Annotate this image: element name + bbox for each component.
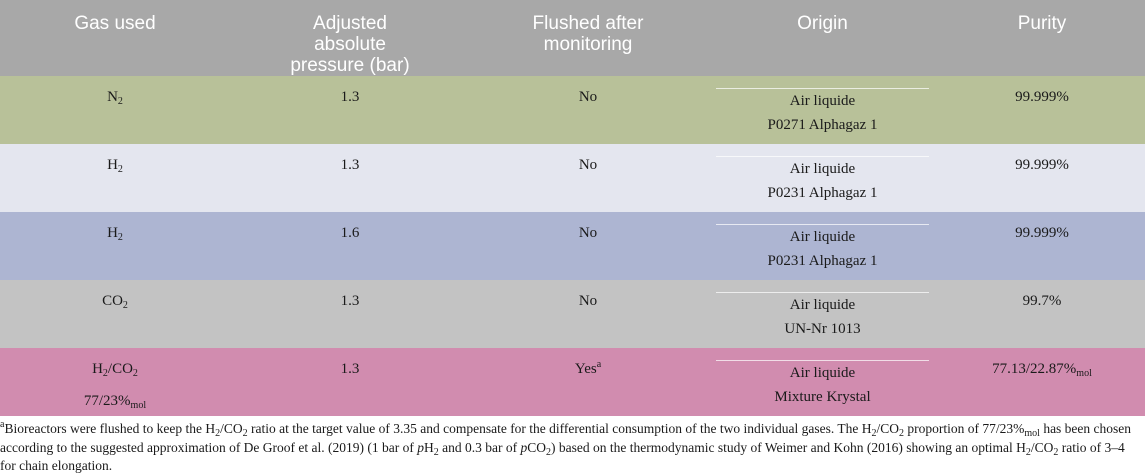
cell-pressure: 1.3 — [230, 348, 470, 416]
origin-supplier: Air liquide — [789, 229, 856, 245]
origin-supplier: Air liquide — [789, 297, 856, 313]
footnote-marker: a — [596, 359, 602, 370]
cell-flushed: No — [470, 76, 706, 144]
origin-product: P0271 Alphagaz 1 — [767, 117, 878, 133]
cell-origin: Air liquide P0231 Alphagaz 1 — [706, 212, 939, 280]
cell-origin: Air liquide Mixture Krystal — [706, 348, 939, 416]
header-gas-used: Gas used — [0, 0, 230, 76]
origin-supplier: Air liquide — [789, 93, 856, 109]
cell-flushed: No — [470, 144, 706, 212]
origin-product: Mixture Krystal — [774, 389, 871, 405]
origin-product: P0231 Alphagaz 1 — [767, 253, 878, 269]
cell-origin: Air liquide P0231 Alphagaz 1 — [706, 144, 939, 212]
origin-supplier: Air liquide — [789, 161, 856, 177]
table-row-co2: CO2 1.3 No Air liquide UN-Nr 1013 99.7% — [0, 280, 1145, 348]
cell-purity: 77.13/22.87%mol — [939, 348, 1145, 416]
header-flushed: Flushed after monitoring — [470, 0, 706, 76]
header-purity: Purity — [939, 0, 1145, 76]
origin-product: UN-Nr 1013 — [784, 321, 861, 337]
cell-pressure: 1.3 — [230, 76, 470, 144]
cell-purity: 99.7% — [939, 280, 1145, 348]
cell-origin: Air liquide UN-Nr 1013 — [706, 280, 939, 348]
cell-flushed: Yesa — [470, 348, 706, 416]
cell-gas: H2 — [0, 144, 230, 212]
table-header: Gas used Adjusted absolute pressure (bar… — [0, 0, 1145, 76]
header-origin: Origin — [706, 0, 939, 76]
cell-purity: 99.999% — [939, 212, 1145, 280]
cell-purity: 99.999% — [939, 144, 1145, 212]
origin-supplier: Air liquide — [789, 365, 856, 381]
cell-origin: Air liquide P0271 Alphagaz 1 — [706, 76, 939, 144]
gas-table: Gas used Adjusted absolute pressure (bar… — [0, 0, 1145, 416]
table-footnote: aBioreactors were flushed to keep the H2… — [0, 419, 1132, 474]
table-row-n2: N2 1.3 No Air liquide P0271 Alphagaz 1 9… — [0, 76, 1145, 144]
table-row-h2-co2-mix: H2/CO2 77/23%mol 1.3 Yesa Air liquide Mi… — [0, 348, 1145, 416]
cell-gas: N2 — [0, 76, 230, 144]
cell-gas: H2 — [0, 212, 230, 280]
cell-gas: H2/CO2 77/23%mol — [0, 348, 230, 416]
cell-flushed: No — [470, 212, 706, 280]
origin-product: P0231 Alphagaz 1 — [767, 185, 878, 201]
table-row-h2-1-6: H2 1.6 No Air liquide P0231 Alphagaz 1 9… — [0, 212, 1145, 280]
table-row-h2-1-3: H2 1.3 No Air liquide P0231 Alphagaz 1 9… — [0, 144, 1145, 212]
cell-pressure: 1.3 — [230, 280, 470, 348]
cell-flushed: No — [470, 280, 706, 348]
cell-pressure: 1.6 — [230, 212, 470, 280]
header-pressure: Adjusted absolute pressure (bar) — [230, 0, 470, 76]
cell-purity: 99.999% — [939, 76, 1145, 144]
cell-gas: CO2 — [0, 280, 230, 348]
cell-pressure: 1.3 — [230, 144, 470, 212]
